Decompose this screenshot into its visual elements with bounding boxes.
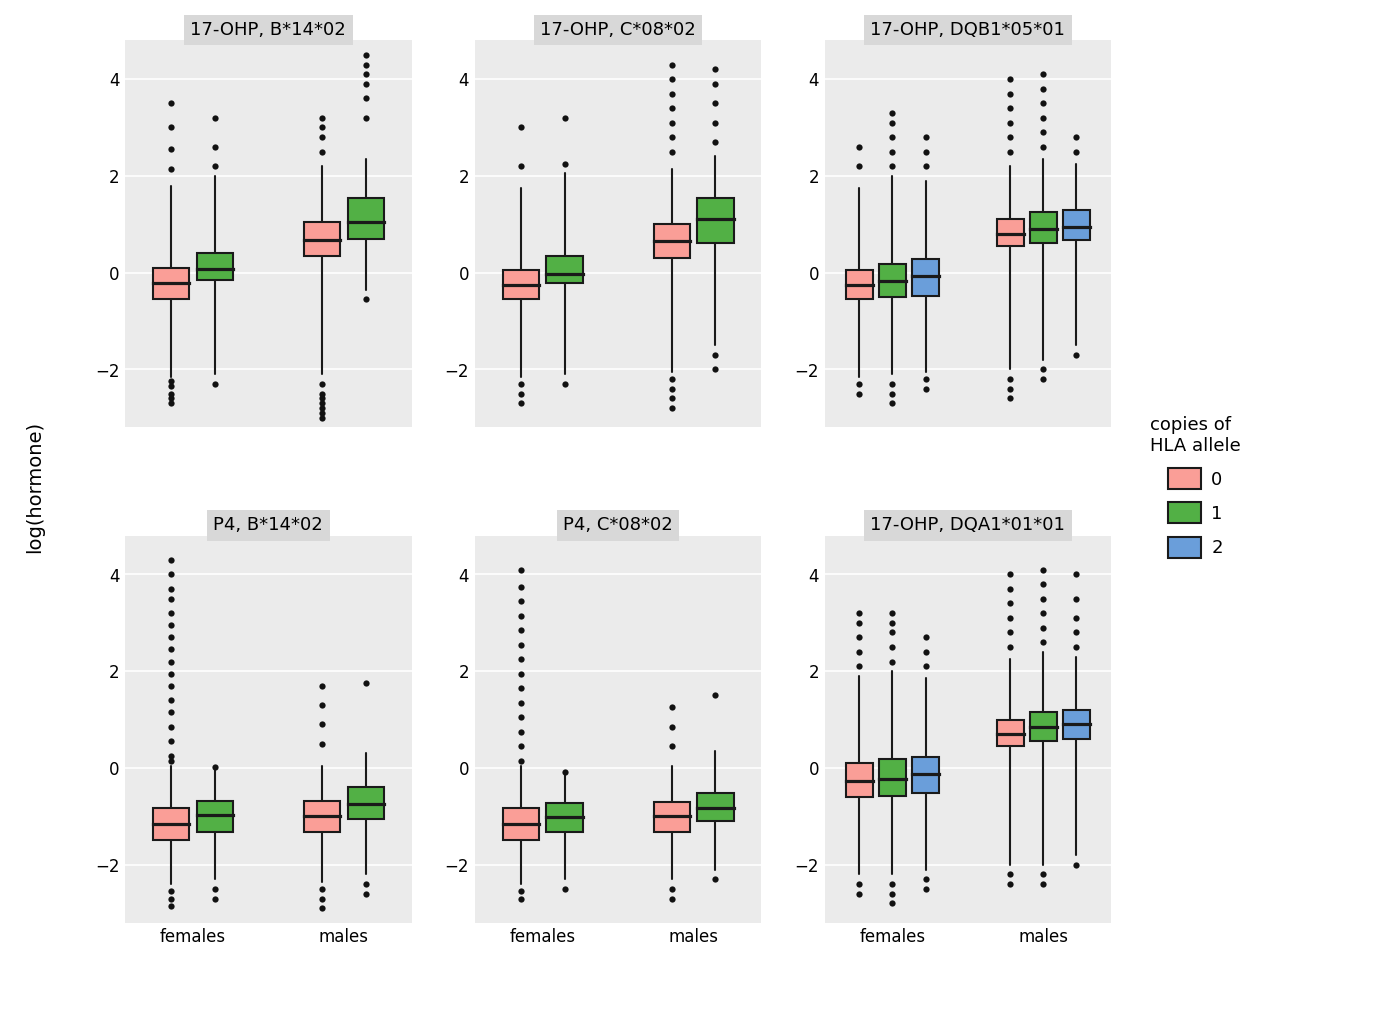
Bar [697,793,733,821]
Title: 17-OHP, C*08*02: 17-OHP, C*08*02 [540,21,695,39]
Bar [1062,710,1090,739]
Bar [153,268,189,299]
Bar [654,224,690,259]
Text: log(hormone): log(hormone) [25,421,44,553]
Bar [502,271,539,299]
Bar [153,807,189,841]
Bar [1029,713,1056,741]
Bar [995,219,1023,246]
Bar [697,198,733,242]
Title: 17-OHP, B*14*02: 17-OHP, B*14*02 [190,21,346,39]
Legend: 0, 1, 2: 0, 1, 2 [1140,407,1249,567]
Bar [845,764,872,797]
Bar [879,759,905,796]
Bar [502,807,539,841]
Bar [654,802,690,831]
Bar [1062,210,1090,240]
Bar [845,271,872,299]
Bar [995,720,1023,746]
Bar [912,757,938,793]
Bar [347,787,383,818]
Title: P4, C*08*02: P4, C*08*02 [562,516,673,534]
Bar [197,801,233,831]
Bar [347,198,383,239]
Bar [545,256,582,283]
Bar [545,803,582,831]
Title: P4, B*14*02: P4, B*14*02 [214,516,323,534]
Bar [197,254,233,280]
Bar [1029,212,1056,242]
Bar [879,264,905,297]
Title: 17-OHP, DQB1*05*01: 17-OHP, DQB1*05*01 [870,21,1065,39]
Bar [912,260,938,296]
Bar [304,801,340,831]
Bar [304,222,340,256]
Title: 17-OHP, DQA1*01*01: 17-OHP, DQA1*01*01 [870,516,1065,534]
